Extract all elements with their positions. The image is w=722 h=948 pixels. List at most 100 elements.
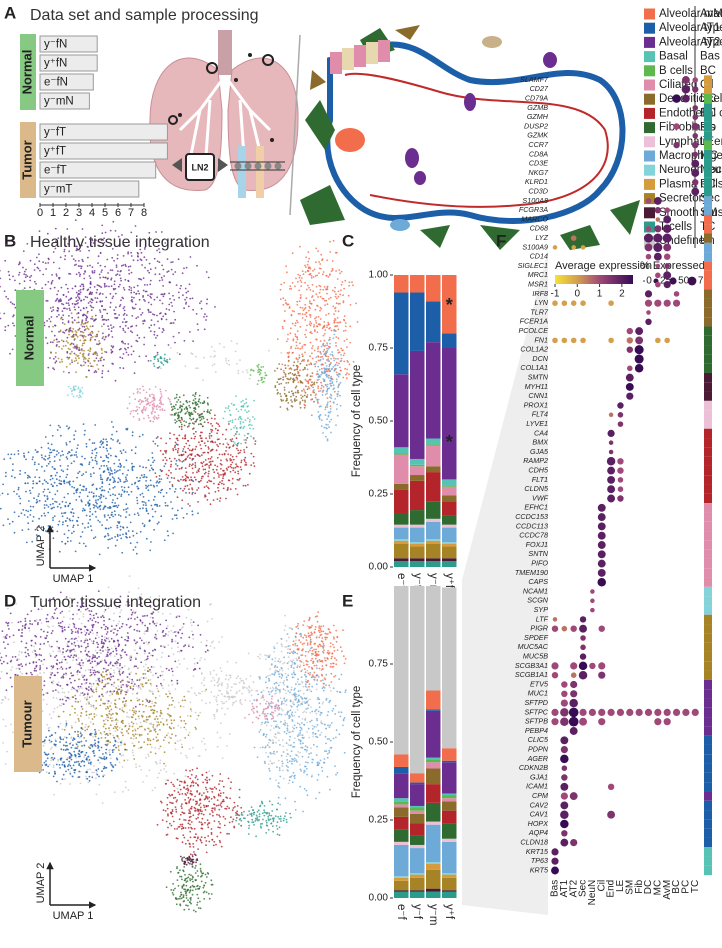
umap-point xyxy=(168,736,171,738)
umap-point xyxy=(227,486,229,489)
umap-point xyxy=(309,355,311,358)
umap-point xyxy=(208,465,211,467)
umap-point xyxy=(335,342,337,344)
umap-point xyxy=(117,481,119,484)
umap-point xyxy=(40,454,43,456)
umap-point xyxy=(207,451,209,454)
umap-point xyxy=(286,399,288,401)
umap-point xyxy=(209,440,212,443)
umap-point xyxy=(77,386,80,389)
umap-point xyxy=(207,475,210,478)
umap-point xyxy=(107,476,109,479)
umap-point xyxy=(49,451,51,454)
umap-point xyxy=(116,629,119,632)
umap-point xyxy=(83,756,86,758)
umap-point xyxy=(157,521,160,524)
umap-point xyxy=(87,256,89,259)
umap-point xyxy=(176,740,179,742)
umap-point xyxy=(101,524,103,526)
umap-point xyxy=(147,489,150,492)
umap-point xyxy=(7,270,10,273)
umap-point xyxy=(106,468,109,471)
umap-point xyxy=(122,327,124,330)
umap-point xyxy=(134,398,137,401)
umap-point xyxy=(306,368,309,371)
sample-label: y⁻fN xyxy=(44,39,67,51)
umap-point xyxy=(130,271,133,274)
umap-point xyxy=(317,355,320,358)
umap-point xyxy=(71,686,74,689)
umap-point xyxy=(159,388,162,391)
umap-point xyxy=(288,306,291,308)
umap-point xyxy=(243,425,246,428)
umap-point xyxy=(335,293,337,295)
umap-point xyxy=(38,493,40,495)
umap-point xyxy=(190,352,193,355)
umap-point xyxy=(316,379,319,381)
umap-point xyxy=(320,345,323,348)
umap-point xyxy=(189,483,192,486)
umap-point xyxy=(106,258,109,261)
umap-point xyxy=(125,314,128,316)
umap-point xyxy=(119,663,121,665)
umap-point xyxy=(25,509,28,512)
umap-point xyxy=(209,701,211,704)
umap-point xyxy=(69,387,72,390)
umap-point xyxy=(191,413,194,416)
umap-point xyxy=(201,465,204,468)
umap-point xyxy=(179,287,182,290)
umap-point xyxy=(76,295,79,297)
umap-point xyxy=(249,418,251,421)
umap-point xyxy=(324,362,327,364)
umap-point xyxy=(178,419,180,422)
umap-point xyxy=(109,494,112,497)
umap-point xyxy=(290,314,293,316)
umap-point xyxy=(128,657,131,660)
umap-point xyxy=(301,313,304,315)
umap-point xyxy=(90,614,93,617)
sample-bar xyxy=(39,161,157,179)
umap-point xyxy=(110,514,113,516)
umap-point xyxy=(329,251,332,253)
umap-point xyxy=(111,664,114,667)
umap-point xyxy=(160,357,163,360)
umap-point xyxy=(66,356,69,359)
umap-point xyxy=(88,686,90,688)
umap-point xyxy=(134,481,137,484)
umap-point xyxy=(348,373,350,376)
umap-point xyxy=(302,368,305,371)
umap-point xyxy=(332,402,335,404)
umap-point xyxy=(304,264,306,267)
umap-point xyxy=(23,287,26,289)
umap-point xyxy=(127,789,130,791)
umap-point xyxy=(113,791,116,794)
umap-point xyxy=(102,774,104,777)
umap-point xyxy=(231,461,234,464)
umap-point xyxy=(101,635,103,638)
umap-point xyxy=(324,329,327,331)
umap-point xyxy=(76,312,78,315)
umap-point xyxy=(217,445,220,448)
umap-point xyxy=(185,616,188,619)
umap-point xyxy=(67,299,70,302)
umap-point xyxy=(118,620,121,623)
umap-point xyxy=(183,267,185,270)
umap-point xyxy=(77,302,79,304)
umap-point xyxy=(69,348,71,351)
umap-point xyxy=(103,685,105,688)
umap-point xyxy=(139,258,142,261)
umap-point xyxy=(240,468,243,471)
umap-point xyxy=(195,445,198,448)
umap-point xyxy=(294,400,296,402)
umap-point xyxy=(291,252,294,255)
umap-point xyxy=(344,322,347,324)
umap-point xyxy=(190,476,192,479)
umap-point xyxy=(90,293,93,296)
umap-point xyxy=(75,334,77,336)
umap-point xyxy=(182,450,184,452)
umap-point xyxy=(217,472,219,475)
umap-point xyxy=(119,469,121,471)
umap-point xyxy=(327,358,330,360)
umap-point xyxy=(100,640,103,643)
umap-point xyxy=(323,353,325,356)
